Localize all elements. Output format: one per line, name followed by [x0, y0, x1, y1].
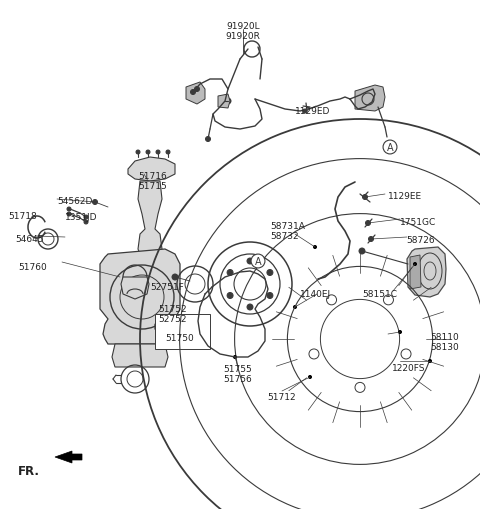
Circle shape	[326, 295, 336, 305]
Circle shape	[227, 293, 233, 299]
Text: 51750: 51750	[165, 333, 194, 343]
Text: A: A	[387, 143, 393, 153]
Polygon shape	[121, 277, 149, 299]
Circle shape	[146, 151, 150, 155]
Text: 54562D: 54562D	[57, 196, 92, 206]
Text: A: A	[255, 257, 261, 267]
Circle shape	[67, 208, 71, 212]
Circle shape	[166, 151, 170, 155]
Text: 54645: 54645	[15, 235, 44, 243]
Circle shape	[309, 376, 312, 379]
Polygon shape	[55, 451, 82, 463]
Text: 91920L
91920R: 91920L 91920R	[226, 22, 261, 41]
Circle shape	[313, 246, 316, 249]
Circle shape	[413, 263, 417, 266]
Text: 52751F: 52751F	[150, 282, 184, 292]
Circle shape	[156, 151, 160, 155]
Circle shape	[225, 99, 231, 105]
Polygon shape	[218, 95, 230, 109]
Text: 1129ED: 1129ED	[295, 107, 330, 116]
Polygon shape	[355, 86, 385, 112]
Text: 51716
51715: 51716 51715	[138, 172, 167, 191]
Text: 58151C: 58151C	[362, 290, 397, 298]
Circle shape	[136, 151, 140, 155]
Circle shape	[233, 356, 237, 359]
Polygon shape	[138, 182, 162, 265]
Text: 1129EE: 1129EE	[388, 191, 422, 201]
Circle shape	[369, 237, 373, 242]
Text: 1220FS: 1220FS	[392, 363, 425, 372]
Circle shape	[267, 293, 273, 299]
Text: 58110
58130: 58110 58130	[430, 332, 459, 352]
Circle shape	[359, 248, 365, 254]
Circle shape	[84, 220, 88, 224]
Polygon shape	[410, 256, 421, 290]
Circle shape	[355, 383, 365, 392]
Text: 51718: 51718	[8, 212, 37, 220]
Polygon shape	[112, 344, 168, 367]
Text: 51752
52752: 51752 52752	[158, 304, 187, 324]
Polygon shape	[407, 247, 446, 297]
Polygon shape	[128, 158, 175, 182]
Circle shape	[247, 259, 253, 265]
Circle shape	[384, 295, 394, 305]
Circle shape	[247, 304, 253, 310]
Circle shape	[172, 274, 178, 280]
Text: 1140EJ: 1140EJ	[300, 290, 331, 298]
Text: 51712: 51712	[268, 392, 296, 401]
Circle shape	[84, 216, 88, 219]
Circle shape	[194, 88, 200, 92]
Circle shape	[398, 331, 401, 334]
Circle shape	[227, 270, 233, 276]
Circle shape	[401, 349, 411, 359]
Circle shape	[303, 110, 307, 114]
Text: 1751GC: 1751GC	[400, 217, 436, 227]
Circle shape	[205, 137, 211, 142]
Circle shape	[365, 221, 371, 226]
Polygon shape	[100, 249, 180, 344]
Text: 58731A
58732: 58731A 58732	[270, 221, 305, 241]
Circle shape	[429, 360, 432, 363]
Circle shape	[93, 200, 97, 205]
Circle shape	[191, 90, 195, 95]
Text: FR.: FR.	[18, 464, 40, 477]
Circle shape	[67, 213, 71, 216]
Text: 58726: 58726	[406, 236, 434, 244]
Text: 51755
51756: 51755 51756	[224, 364, 252, 384]
Circle shape	[267, 270, 273, 276]
Circle shape	[362, 195, 368, 200]
Circle shape	[293, 306, 297, 309]
Circle shape	[309, 349, 319, 359]
FancyBboxPatch shape	[155, 315, 210, 349]
Text: 51760: 51760	[18, 263, 47, 271]
Polygon shape	[186, 83, 205, 105]
Text: 1351JD: 1351JD	[65, 213, 97, 221]
